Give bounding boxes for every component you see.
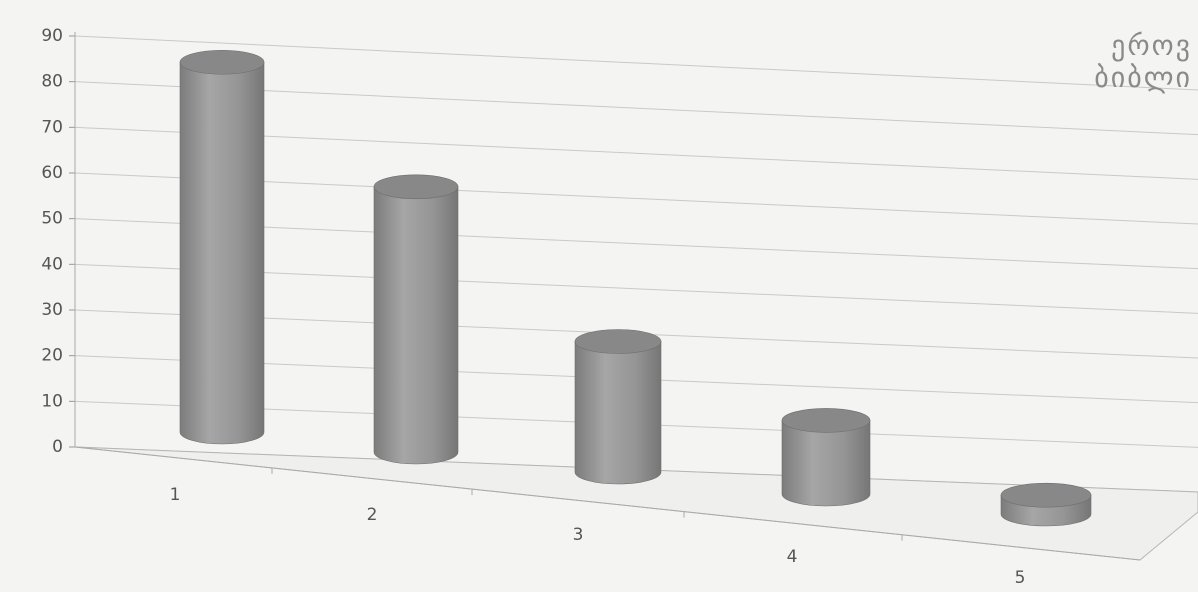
bar-body	[574, 341, 662, 485]
logo-line-2: ბიბლი	[1094, 61, 1192, 94]
x-tick-label: 2	[367, 505, 378, 525]
x-tick-labels: 1 2 3 4 5	[170, 485, 1026, 588]
logo-line-1: ეროვ	[1111, 29, 1192, 62]
y-tick-label: 30	[41, 300, 63, 320]
bar-body	[781, 420, 871, 507]
bars	[179, 49, 1092, 527]
bar-cylinder	[1000, 482, 1092, 527]
y-tick-label: 50	[41, 209, 63, 229]
bar-cylinder	[574, 329, 662, 485]
x-axis-line	[74, 446, 1141, 561]
bar-top-cap	[373, 174, 459, 200]
y-tick-label: 40	[41, 254, 63, 274]
bar-top-cap	[574, 329, 662, 354]
y-tick-label: 60	[41, 163, 63, 183]
axes	[69, 32, 1141, 561]
y-tick-label: 70	[41, 117, 63, 137]
bar-top-cap	[1000, 482, 1092, 508]
bar-top-cap	[781, 408, 871, 433]
y-tick-label: 0	[52, 437, 63, 457]
bar-cylinder	[781, 408, 871, 507]
y-tick-label: 80	[41, 72, 63, 92]
y-tick-label: 10	[41, 391, 63, 411]
bar-body	[373, 186, 459, 465]
y-tick-label: 20	[41, 346, 63, 366]
bar-cylinder	[179, 49, 265, 445]
watermark-logo: ეროვ ბიბლი	[1094, 30, 1192, 94]
bar-body	[179, 61, 265, 445]
x-tick-label: 1	[170, 485, 181, 505]
bar-cylinder	[373, 174, 459, 465]
x-tick-label: 5	[1015, 568, 1026, 588]
y-tick-label: 90	[41, 26, 63, 46]
gridline	[74, 35, 1198, 91]
y-tick-labels: 0 10 20 30 40 50 60 70 80 90	[41, 26, 63, 457]
x-tick-label: 4	[787, 547, 798, 567]
bar-top-cap	[179, 49, 265, 75]
x-tick-label: 3	[573, 525, 584, 545]
